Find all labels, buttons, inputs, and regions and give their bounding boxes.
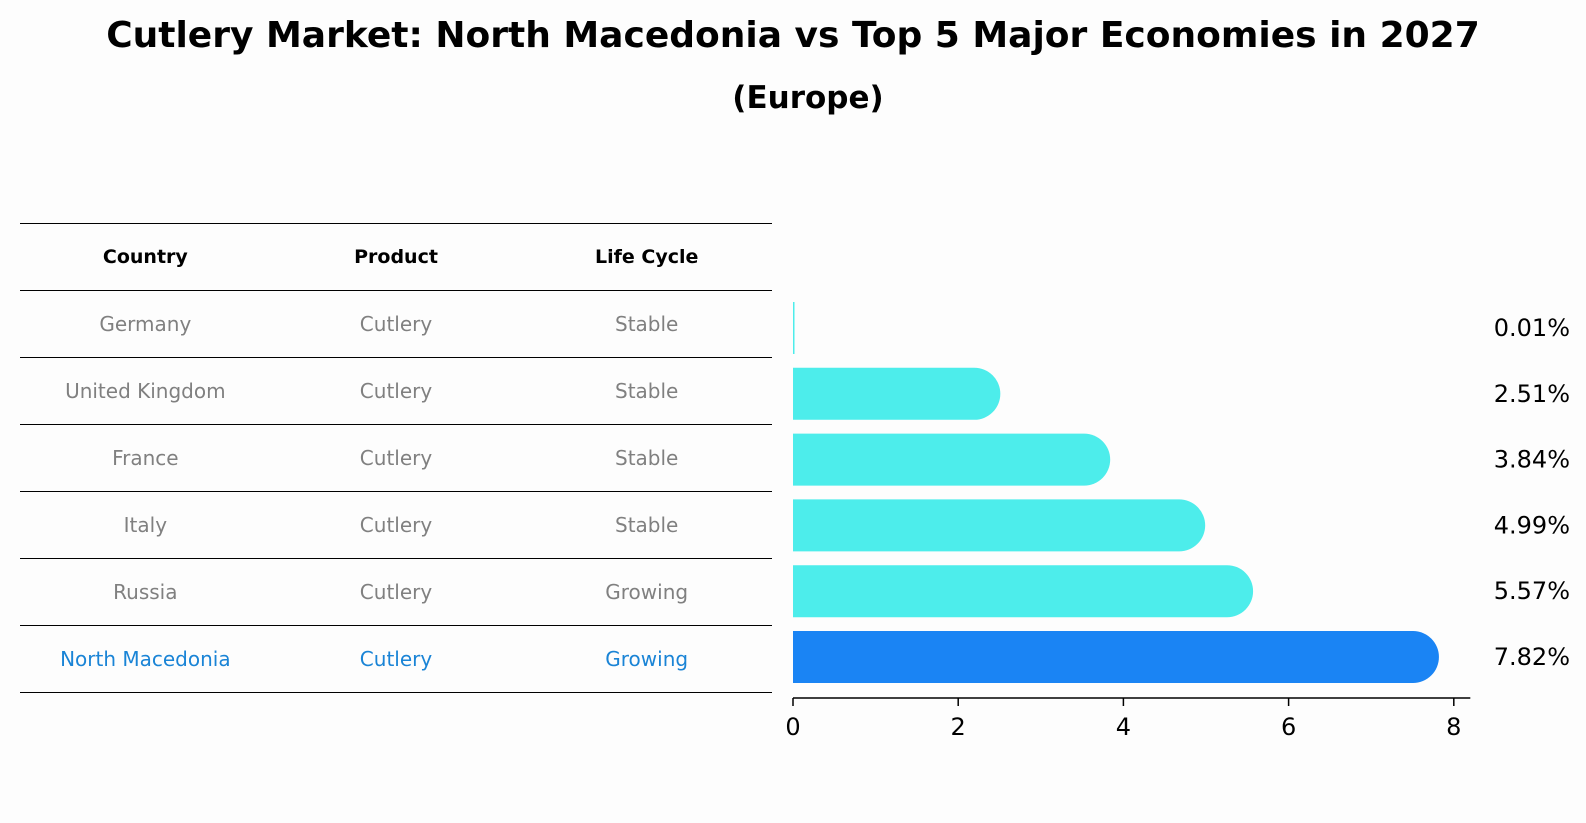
product-cell: Cutlery bbox=[359, 446, 433, 470]
bar bbox=[793, 565, 1254, 618]
x-tick-label: 4 bbox=[1116, 713, 1131, 741]
bar-value-label: 2.51% bbox=[1494, 380, 1570, 408]
bar bbox=[793, 433, 1111, 486]
bar bbox=[793, 499, 1206, 552]
life-cycle-cell: Stable bbox=[615, 446, 679, 470]
table-row: France Cutlery Stable bbox=[20, 424, 772, 491]
x-tick-label: 6 bbox=[1281, 713, 1296, 741]
header-life-cycle: Life Cycle bbox=[594, 246, 699, 268]
life-cycle-cell: Growing bbox=[605, 647, 689, 671]
table-row: Germany Cutlery Stable bbox=[20, 290, 772, 357]
life-cycle-cell: Stable bbox=[615, 312, 679, 336]
bar-value-label: 3.84% bbox=[1494, 446, 1570, 474]
bar-highlighted bbox=[793, 631, 1439, 683]
country-cell: France bbox=[112, 446, 179, 470]
bar-value-label: 5.57% bbox=[1494, 577, 1570, 605]
table-row: Italy Cutlery Stable bbox=[20, 491, 772, 558]
x-tick-label: 0 bbox=[785, 713, 800, 741]
header-country: Country bbox=[102, 246, 188, 268]
header-product: Product bbox=[354, 246, 438, 268]
bar bbox=[793, 367, 1001, 420]
country-cell: North Macedonia bbox=[60, 647, 231, 671]
life-cycle-cell: Stable bbox=[615, 513, 679, 537]
product-cell: Cutlery bbox=[359, 379, 433, 403]
product-cell: Cutlery bbox=[359, 580, 433, 604]
bar bbox=[793, 302, 795, 354]
x-tick-label: 8 bbox=[1446, 713, 1461, 741]
table-header-row: Country Product Life Cycle bbox=[20, 223, 772, 290]
product-cell: Cutlery bbox=[359, 647, 433, 671]
chart-title: Cutlery Market: North Macedonia vs Top 5… bbox=[106, 15, 1480, 56]
country-cell: Russia bbox=[113, 580, 178, 604]
bar-value-label: 4.99% bbox=[1494, 511, 1570, 539]
product-cell: Cutlery bbox=[359, 513, 433, 537]
country-cell: United Kingdom bbox=[65, 379, 226, 403]
bar-value-label: 7.82% bbox=[1494, 643, 1570, 671]
country-cell: Italy bbox=[123, 513, 168, 537]
table-row: Russia Cutlery Growing bbox=[20, 558, 772, 625]
market-table: Country Product Life Cycle Germany Cutle… bbox=[20, 223, 772, 693]
life-cycle-cell: Growing bbox=[605, 580, 689, 604]
table-row: United Kingdom Cutlery Stable bbox=[20, 357, 772, 424]
table-row-highlighted: North Macedonia Cutlery Growing bbox=[20, 625, 772, 693]
chart-subtitle: (Europe) bbox=[732, 80, 884, 116]
x-tick-label: 2 bbox=[951, 713, 966, 741]
country-cell: Germany bbox=[99, 312, 192, 336]
bar-value-label: 0.01% bbox=[1494, 314, 1570, 342]
life-cycle-cell: Stable bbox=[615, 379, 679, 403]
product-cell: Cutlery bbox=[359, 312, 433, 336]
